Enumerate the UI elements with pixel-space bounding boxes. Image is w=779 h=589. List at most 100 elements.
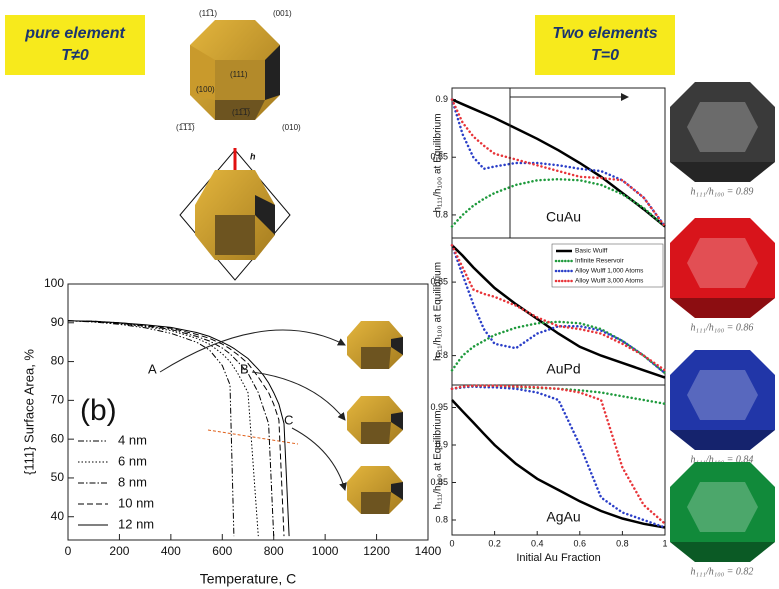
y-tick-label: 0.9 <box>435 94 448 104</box>
crystal-octahedron: h <box>179 148 291 281</box>
series-line <box>67 320 235 537</box>
x-tick-label: 400 <box>161 544 181 558</box>
x-tick-label: 800 <box>264 544 284 558</box>
crystal-facet <box>687 238 758 288</box>
series-line <box>451 399 666 529</box>
small-crystal-shade <box>361 347 391 369</box>
small-crystal-dark <box>391 412 403 430</box>
y-tick-label: 60 <box>51 431 65 445</box>
legend-label: 4 nm <box>118 432 147 447</box>
y-tick-label: 70 <box>51 393 65 407</box>
legend-label: Basic Wulff <box>575 248 607 255</box>
crystal-shade <box>670 298 775 318</box>
crystal-body <box>670 82 775 182</box>
annotation: C <box>284 412 293 427</box>
facet-label: (010) <box>282 123 301 132</box>
y-axis-label: h₁₁₁/h₁₀₀ at Equilibrium <box>433 262 444 361</box>
panel-title: CuAu <box>546 209 581 225</box>
trend-marker <box>207 429 299 445</box>
y-axis-label: h₁₁₁/h₁₀₀ at Equilibrium <box>433 410 444 509</box>
y-axis-label: {111} Surface Area, % <box>21 349 36 475</box>
y-tick-label: 50 <box>51 470 65 484</box>
annotation: A <box>148 361 157 376</box>
crystal-body <box>670 218 775 318</box>
crystal-shade <box>670 430 775 450</box>
x-tick-label: 200 <box>109 544 129 558</box>
x-axis-label: Initial Au Fraction <box>516 552 600 564</box>
annotation: B <box>240 361 249 376</box>
crystal-render <box>670 350 775 450</box>
y-tick-label: 0.8 <box>435 209 448 219</box>
series-line <box>450 384 667 526</box>
annotation: (b) <box>80 394 117 427</box>
plot-frame <box>67 283 429 541</box>
x-tick-label: 0.8 <box>616 538 629 548</box>
y-axis-label: h₁₁₁/h₁₀₀ at Equilibrium <box>433 113 444 212</box>
annotation-arrow <box>159 329 346 373</box>
series-line <box>451 244 666 379</box>
series-line <box>450 98 667 228</box>
y-tick-label: 0.9 <box>435 439 448 449</box>
y-tick-label: 0.85 <box>430 477 448 487</box>
y-tick-label: 0.95 <box>430 402 448 412</box>
y-tick-label: 90 <box>51 315 65 329</box>
series-line <box>450 177 667 228</box>
crystal-shade <box>670 162 775 182</box>
legend-label: 10 nm <box>118 495 154 510</box>
crystal-render <box>670 82 775 182</box>
legend-label: 6 nm <box>118 453 147 468</box>
facet-label: (11̅1) <box>199 9 217 18</box>
y-tick-label: 0.85 <box>430 152 448 162</box>
facet-label: (100) <box>196 85 215 94</box>
crystal-facet <box>687 370 758 420</box>
series-line <box>67 320 290 537</box>
legend-label: Infinite Reservoir <box>575 258 625 265</box>
panel-title: AuPd <box>546 361 580 377</box>
y-tick-label: 0.85 <box>430 276 448 286</box>
facet-label: (111) <box>230 70 248 79</box>
y-tick-label: 80 <box>51 354 65 368</box>
facet-label: (11̅1̅) <box>232 108 250 117</box>
x-tick-label: 1000 <box>312 544 339 558</box>
series-line <box>451 98 666 228</box>
x-tick-label: 1 <box>662 538 667 548</box>
crystal-body <box>670 350 775 450</box>
small-crystal-shade <box>361 492 391 514</box>
y-tick-label: 0.8 <box>435 514 448 524</box>
y-tick-label: 100 <box>44 276 64 290</box>
crystal-render <box>670 462 775 562</box>
series-line <box>450 385 667 529</box>
legend-label: 8 nm <box>118 474 147 489</box>
facet-label: (1̅1̅1̅) <box>176 123 195 132</box>
crystal-facet <box>687 482 758 532</box>
crystal-shade <box>670 542 775 562</box>
x-tick-label: 0 <box>449 538 454 548</box>
y-tick-label: 0.8 <box>435 350 448 360</box>
annotation-arrow <box>291 427 347 491</box>
plot-frame <box>451 384 666 536</box>
annotation-arrow <box>251 371 346 421</box>
x-tick-label: 0.2 <box>488 538 501 548</box>
x-tick-label: 0.4 <box>531 538 544 548</box>
panel-title: AgAu <box>546 509 580 525</box>
height-label: h <box>250 151 256 161</box>
series-line <box>67 320 275 537</box>
label-text: Two elements <box>552 25 657 42</box>
small-crystal-dark <box>391 337 403 355</box>
crystal-caption: h₁₁₁/h₁₀₀ = 0.84 <box>691 454 754 465</box>
crystal-caption: h₁₁₁/h₁₀₀ = 0.82 <box>691 566 754 577</box>
legend-label: Alloy Wulff 1,000 Atoms <box>575 268 644 275</box>
crystal-facet <box>687 102 758 152</box>
y-tick-label: 40 <box>51 509 65 523</box>
crystal-body <box>670 462 775 562</box>
crystal-caption: h₁₁₁/h₁₀₀ = 0.86 <box>691 322 754 333</box>
label-text: pure element <box>24 25 125 42</box>
crystal-top: (11̅1) (001) (111) (100) (1̅1̅1̅) (11̅1̅… <box>176 9 301 132</box>
x-tick-label: 600 <box>212 544 232 558</box>
label-text: T=0 <box>591 47 619 64</box>
crystal-caption: h₁₁₁/h₁₀₀ = 0.89 <box>691 186 754 197</box>
x-tick-label: 0 <box>65 544 72 558</box>
x-tick-label: 1200 <box>363 544 390 558</box>
x-axis-label: Temperature, C <box>200 571 296 587</box>
